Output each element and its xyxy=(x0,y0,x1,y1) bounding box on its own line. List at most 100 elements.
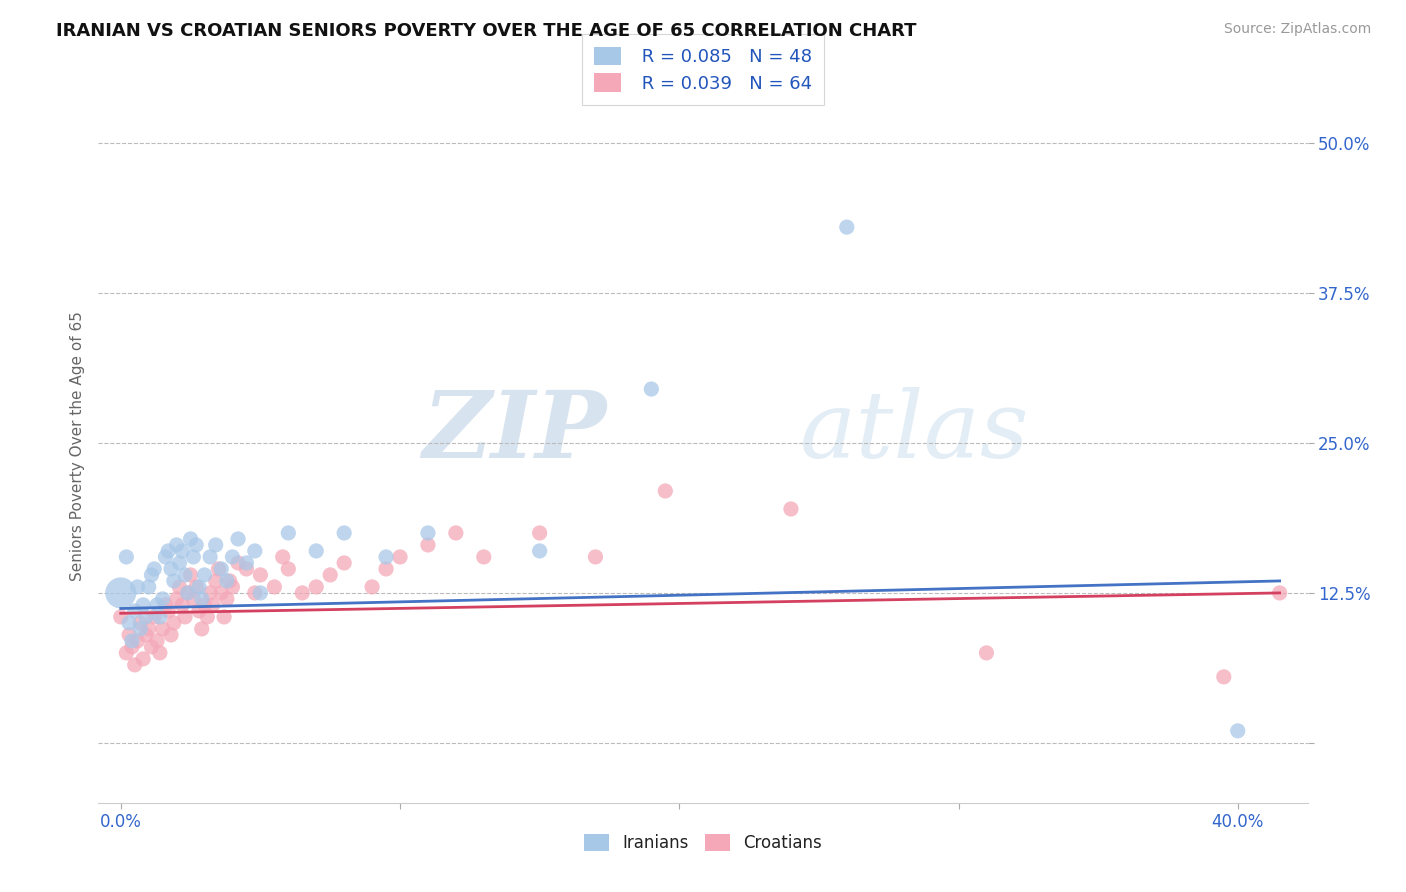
Point xyxy=(375,562,398,576)
Point xyxy=(277,562,299,576)
Point xyxy=(141,640,163,654)
Point xyxy=(129,622,152,636)
Point xyxy=(177,586,200,600)
Text: Source: ZipAtlas.com: Source: ZipAtlas.com xyxy=(1223,22,1371,37)
Point xyxy=(529,544,551,558)
Point xyxy=(124,604,146,618)
Point xyxy=(226,532,249,546)
Point xyxy=(198,549,221,564)
Point xyxy=(215,574,238,588)
Point xyxy=(186,580,208,594)
Point xyxy=(198,586,221,600)
Point xyxy=(127,580,149,594)
Text: ZIP: ZIP xyxy=(422,387,606,476)
Point xyxy=(177,586,200,600)
Point xyxy=(183,549,205,564)
Point xyxy=(221,549,243,564)
Point xyxy=(135,628,157,642)
Point xyxy=(132,598,155,612)
Point xyxy=(124,657,146,672)
Point xyxy=(155,598,177,612)
Point xyxy=(163,615,186,630)
Y-axis label: Seniors Poverty Over the Age of 65: Seniors Poverty Over the Age of 65 xyxy=(69,311,84,581)
Point xyxy=(193,568,215,582)
Point xyxy=(640,382,662,396)
Point xyxy=(305,580,328,594)
Point xyxy=(529,525,551,540)
Point xyxy=(333,556,356,570)
Point xyxy=(157,544,180,558)
Text: atlas: atlas xyxy=(800,387,1029,476)
Point xyxy=(416,538,439,552)
Point xyxy=(135,610,157,624)
Point xyxy=(249,586,271,600)
Point xyxy=(160,628,183,642)
Point xyxy=(780,502,803,516)
Point xyxy=(263,580,285,594)
Point xyxy=(472,549,495,564)
Point xyxy=(976,646,998,660)
Point xyxy=(121,640,143,654)
Point xyxy=(180,568,202,582)
Point xyxy=(249,568,271,582)
Point xyxy=(180,532,202,546)
Point xyxy=(319,568,342,582)
Point xyxy=(218,574,240,588)
Point xyxy=(204,538,226,552)
Point xyxy=(361,580,384,594)
Point xyxy=(190,622,212,636)
Point xyxy=(585,549,607,564)
Point xyxy=(152,591,174,606)
Point xyxy=(174,610,197,624)
Point xyxy=(118,615,141,630)
Point xyxy=(121,633,143,648)
Legend: Iranians, Croatians: Iranians, Croatians xyxy=(576,827,830,859)
Point xyxy=(172,598,194,612)
Point xyxy=(416,525,439,540)
Point xyxy=(146,633,169,648)
Point xyxy=(226,556,249,570)
Point xyxy=(160,562,183,576)
Point xyxy=(193,598,215,612)
Point xyxy=(149,610,172,624)
Point xyxy=(188,604,211,618)
Point xyxy=(110,610,132,624)
Point xyxy=(183,591,205,606)
Point xyxy=(243,544,266,558)
Point xyxy=(277,525,299,540)
Point xyxy=(166,591,188,606)
Text: IRANIAN VS CROATIAN SENIORS POVERTY OVER THE AGE OF 65 CORRELATION CHART: IRANIAN VS CROATIAN SENIORS POVERTY OVER… xyxy=(56,22,917,40)
Point xyxy=(132,652,155,666)
Point xyxy=(204,574,226,588)
Point xyxy=(138,622,160,636)
Point xyxy=(835,220,858,235)
Point xyxy=(186,538,208,552)
Point xyxy=(152,622,174,636)
Point xyxy=(118,628,141,642)
Point xyxy=(333,525,356,540)
Point xyxy=(654,483,676,498)
Point xyxy=(169,556,191,570)
Point xyxy=(188,580,211,594)
Point xyxy=(1212,670,1234,684)
Point xyxy=(207,562,229,576)
Point xyxy=(201,598,224,612)
Point xyxy=(141,568,163,582)
Point xyxy=(169,580,191,594)
Point xyxy=(1226,723,1249,738)
Point xyxy=(235,562,257,576)
Point xyxy=(110,586,132,600)
Point xyxy=(166,538,188,552)
Point xyxy=(209,586,232,600)
Point xyxy=(138,580,160,594)
Point xyxy=(243,586,266,600)
Point xyxy=(174,568,197,582)
Point xyxy=(389,549,412,564)
Point xyxy=(163,574,186,588)
Point xyxy=(221,580,243,594)
Point xyxy=(375,549,398,564)
Point xyxy=(444,525,467,540)
Point xyxy=(155,549,177,564)
Point xyxy=(127,633,149,648)
Point xyxy=(209,562,232,576)
